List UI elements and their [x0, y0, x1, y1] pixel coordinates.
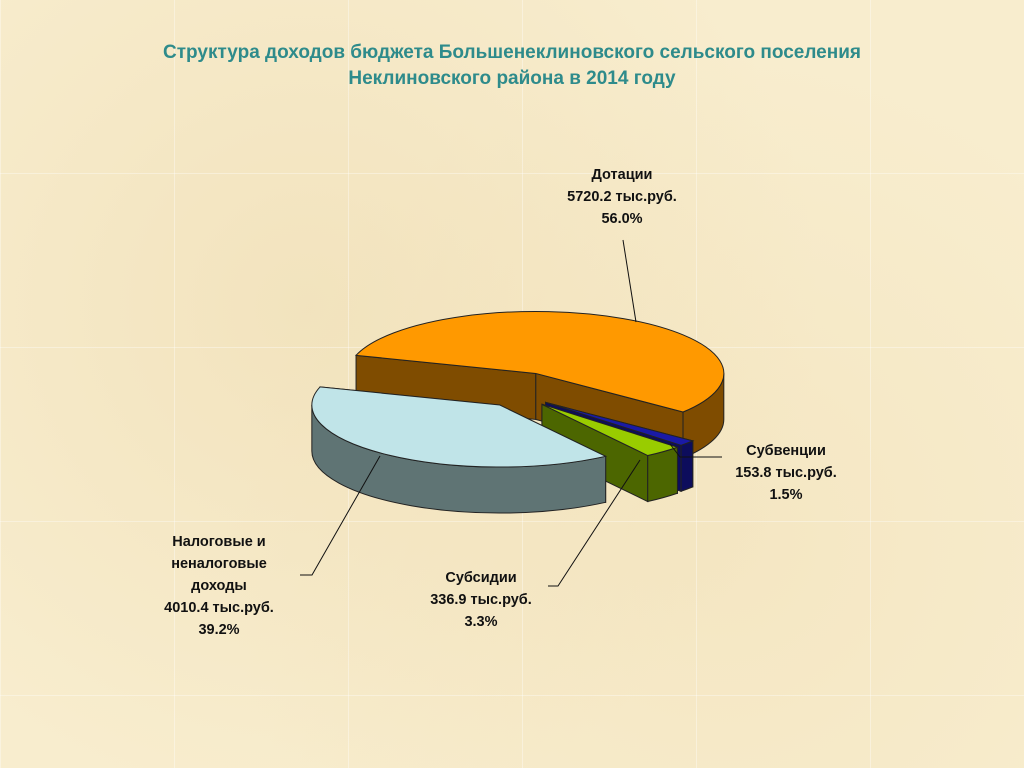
slice-label-percent-3: 39.2%	[198, 622, 239, 638]
chart-title: Структура доходов бюджета Большенеклинов…	[0, 40, 1024, 92]
chart-title-line-2: Неклиновского района в 2014 году	[348, 68, 676, 89]
slice-label-value-2: 336.9 тыс.руб.	[430, 592, 532, 608]
slice-label-percent-0: 56.0%	[601, 211, 642, 227]
slice-label-percent-1: 1.5%	[769, 487, 802, 503]
pie-slice-top-1	[545, 401, 695, 446]
slice-label-percent-2: 3.3%	[464, 614, 497, 630]
pie-slice-top-2	[541, 403, 680, 457]
slice-label-value-1: 153.8 тыс.руб.	[735, 465, 837, 481]
pie-slice-side-2-0	[647, 446, 678, 503]
pie-slice-side-1-0	[680, 440, 694, 492]
slice-label-name-1-0: Субвенции	[746, 443, 826, 459]
leader-line-0	[622, 239, 637, 323]
pie-slice-3	[311, 386, 608, 514]
pie-slice-top-3	[311, 386, 608, 468]
slice-label-value-3: 4010.4 тыс.руб.	[164, 600, 274, 616]
leader-line-1	[669, 443, 722, 458]
pie-slice-top-0	[354, 310, 725, 413]
slice-label-name-0-0: Дотации	[592, 167, 653, 183]
slice-label-name-2-0: Субсидии	[445, 570, 516, 586]
slice-label-value-0: 5720.2 тыс.руб.	[567, 189, 677, 205]
slice-label-name-3-2: доходы	[191, 578, 247, 594]
leader-line-2	[548, 459, 641, 587]
leader-line-3	[300, 455, 381, 576]
slice-label-name-3-0: Налоговые и	[172, 534, 265, 550]
chart-title-line-1: Структура доходов бюджета Большенеклинов…	[163, 42, 861, 63]
slice-label-name-3-1: неналоговые	[171, 556, 267, 572]
